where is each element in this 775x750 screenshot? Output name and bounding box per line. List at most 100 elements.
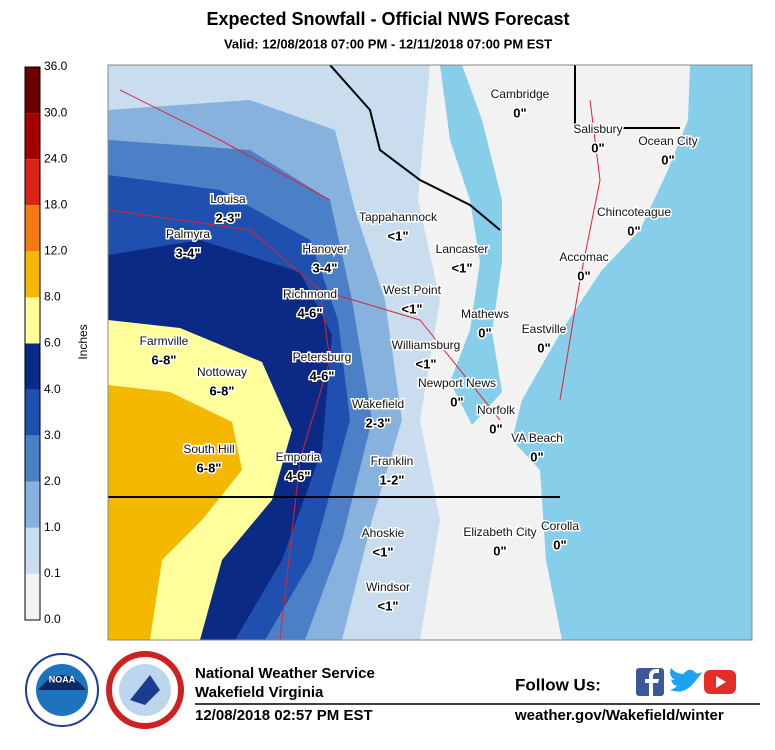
place-name: Palmyra	[166, 227, 210, 241]
legend-frame	[24, 66, 41, 621]
legend-swatch	[25, 527, 40, 574]
subtitle: Valid: 12/08/2018 07:00 PM - 12/11/2018 …	[224, 36, 552, 51]
legend-label: 1.0	[44, 520, 61, 534]
legend-swatch	[25, 159, 40, 206]
roads	[108, 89, 601, 640]
snow-amount: <1"	[452, 260, 473, 275]
snow-amount: 0"	[450, 394, 463, 409]
legend-label: 30.0	[44, 105, 68, 119]
place-name: Eastville	[522, 322, 567, 336]
issued: 12/08/2018 02:57 PM EST	[195, 707, 373, 724]
location: Wakefield Virginia	[195, 684, 324, 701]
url[interactable]: weather.gov/Wakefield/winter	[514, 707, 724, 724]
legend-label: 3.0	[44, 428, 61, 442]
snow-amount: 0"	[493, 543, 506, 558]
legend-swatch	[25, 481, 40, 528]
band	[108, 385, 242, 640]
place-name: Ahoskie	[362, 526, 405, 540]
place-name: Lancaster	[436, 242, 489, 256]
legend-swatch	[25, 67, 40, 114]
place-name: Louisa	[210, 192, 246, 206]
place-name: Norfolk	[477, 403, 516, 417]
legend-label: 8.0	[44, 290, 61, 304]
youtube-icon	[716, 676, 726, 688]
snow-amount: 3-4"	[313, 260, 338, 275]
office: National Weather Service	[195, 665, 375, 682]
place-name: Nottoway	[197, 365, 247, 379]
legend-label: 2.0	[44, 474, 61, 488]
snow-amount: 0"	[627, 223, 640, 238]
snow-amount: 0"	[577, 268, 590, 283]
bay	[440, 65, 502, 425]
title: Expected Snowfall - Official NWS Forecas…	[206, 9, 569, 29]
place-name: Williamsburg	[392, 338, 461, 352]
snow-amount: 0"	[661, 152, 674, 167]
place-name: Farmville	[140, 334, 189, 348]
snow-amount: 4-6"	[310, 368, 335, 383]
snow-amount: 3-4"	[176, 245, 201, 260]
snow-amount: <1"	[373, 544, 394, 559]
snow-amount: 0"	[489, 421, 502, 436]
noaa-text: NOAA	[49, 674, 76, 684]
legend-swatch	[25, 435, 40, 482]
state-border	[574, 65, 680, 129]
legend-label: 4.0	[44, 382, 61, 396]
snow-amount: 0"	[530, 449, 543, 464]
snow-amount: <1"	[378, 598, 399, 613]
snow-amount: <1"	[416, 356, 437, 371]
place-name: Corolla	[541, 519, 579, 533]
legend-label: 0.0	[44, 612, 61, 626]
legend-label: 12.0	[44, 244, 68, 258]
place-name: Accomac	[559, 250, 608, 264]
snow-amount: 6-8"	[152, 352, 177, 367]
snow-amount: 0"	[537, 340, 550, 355]
follow: Follow Us:	[515, 675, 601, 694]
legend-swatch	[25, 573, 40, 620]
ocean	[512, 65, 752, 640]
legend-swatch	[25, 343, 40, 390]
place-name: Newport News	[418, 376, 496, 390]
legend-swatch	[25, 205, 40, 252]
place-name: Elizabeth City	[463, 525, 536, 539]
map: Cambridge 0" Salisbury 0" Ocean City 0" Chinco…	[108, 65, 752, 640]
snow-amount: 6-8"	[197, 460, 222, 475]
place-name: South Hill	[183, 442, 234, 456]
footer: NOAA National Weather Service Wakefield …	[25, 651, 760, 729]
place-name: Hanover	[302, 242, 347, 256]
snow-amount: 2-3"	[366, 415, 391, 430]
snow-amount: 4-6"	[298, 305, 323, 320]
legend-label: 36.0	[44, 59, 68, 73]
place-name: VA Beach	[511, 431, 563, 445]
place-name: Richmond	[283, 287, 337, 301]
legend-swatch	[25, 389, 40, 436]
map-frame	[107, 64, 753, 641]
place-name: Chincoteague	[597, 205, 671, 219]
nws-logo	[130, 675, 160, 705]
place-name: Cambridge	[491, 87, 550, 101]
snow-amount: 0"	[553, 537, 566, 552]
place-name: Petersburg	[293, 350, 352, 364]
legend-label: 6.0	[44, 336, 61, 350]
place-name: Windsor	[366, 580, 410, 594]
place-name: West Point	[383, 283, 441, 297]
snow-amount: 6-8"	[210, 383, 235, 398]
noaa-logo	[38, 675, 86, 690]
place-name: Franklin	[371, 454, 414, 468]
place-name: Emporia	[276, 450, 321, 464]
snow-amount: 0"	[591, 140, 604, 155]
legend-swatch	[25, 251, 40, 298]
snow-amount: 0"	[478, 325, 491, 340]
legend-label: 0.1	[44, 566, 61, 580]
legend-label: 18.0	[44, 197, 68, 211]
snow-amount: <1"	[388, 228, 409, 243]
snow-amount: 1-2"	[380, 472, 405, 487]
legend-swatch	[25, 297, 40, 344]
twitter-icon[interactable]	[670, 668, 702, 692]
place-name: Mathews	[461, 307, 509, 321]
place-name: Ocean City	[638, 134, 697, 148]
place-name: Wakefield	[352, 397, 404, 411]
place-name: Salisbury	[573, 122, 622, 136]
place-name: Tappahannock	[359, 210, 438, 224]
snow-amount: 2-3"	[216, 210, 241, 225]
